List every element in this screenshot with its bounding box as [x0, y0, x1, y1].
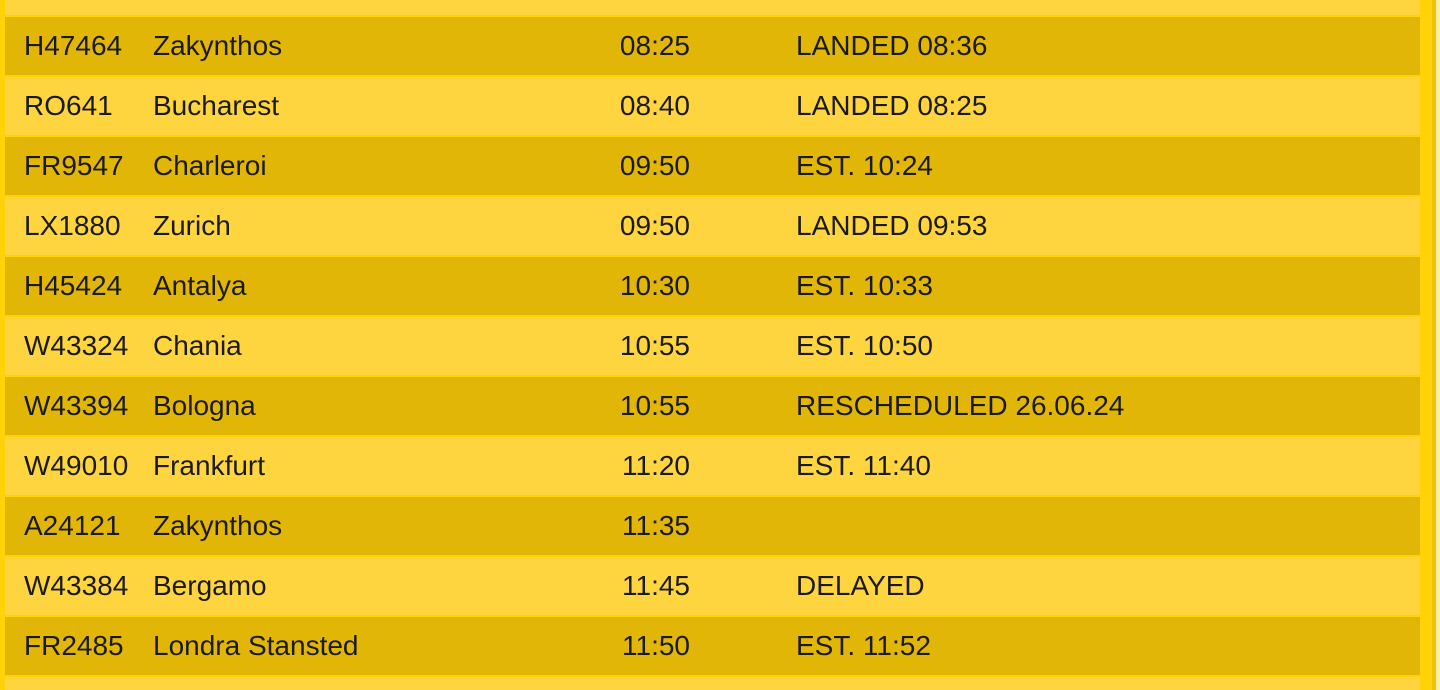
flight-status: EST. 11:52 — [796, 630, 931, 661]
window-edge-strip — [1436, 0, 1440, 690]
flight-row: W43324 Chania 10:55 EST. 10:50 — [5, 317, 1420, 375]
flight-row: FR9547 Charleroi 09:50 EST. 10:24 — [5, 137, 1420, 195]
flight-status: EST. 11:40 — [796, 450, 931, 481]
flight-row: W43394 Bologna 10:55 RESCHEDULED 26.06.2… — [5, 377, 1420, 435]
scheduled-time: 10:55 — [619, 390, 690, 421]
flight-number: FR2485 — [24, 630, 124, 661]
destination: Londra Stansted — [153, 630, 359, 661]
scheduled-time: 11:20 — [622, 450, 690, 481]
destination: Antalya — [153, 270, 247, 301]
flight-number: W43324 — [24, 330, 129, 361]
flight-status: DELAYED — [796, 570, 925, 601]
destination: Zurich — [153, 210, 231, 241]
destination: Zakynthos — [153, 30, 283, 61]
flight-rows-list: H47464 Zakynthos 08:25 LANDED 08:36 RO64… — [5, 17, 1420, 675]
scheduled-time: 11:35 — [622, 510, 690, 541]
flight-status: EST. 10:24 — [796, 150, 933, 181]
flight-row: A24121 Zakynthos 11:35 — [5, 497, 1420, 555]
destination: Bucharest — [153, 90, 280, 121]
destination: Frankfurt — [153, 450, 266, 481]
flight-number: FR9547 — [24, 150, 124, 181]
window-edge-line — [1432, 0, 1436, 690]
flight-status: RESCHEDULED 26.06.24 — [796, 390, 1125, 421]
flight-row: W43384 Bergamo 11:45 DELAYED — [5, 557, 1420, 615]
scheduled-time: 09:50 — [619, 150, 690, 181]
flight-row: H45424 Antalya 10:30 EST. 10:33 — [5, 257, 1420, 315]
flight-number: A24121 — [24, 510, 121, 541]
destination: Bergamo — [153, 570, 267, 601]
destination: Chania — [153, 330, 242, 361]
flight-row: LX1880 Zurich 09:50 LANDED 09:53 — [5, 197, 1420, 255]
flight-status: EST. 10:33 — [796, 270, 933, 301]
flight-row: H47464 Zakynthos 08:25 LANDED 08:36 — [5, 17, 1420, 75]
destination: Charleroi — [153, 150, 267, 181]
scheduled-time: 10:30 — [619, 270, 690, 301]
flight-number: W43384 — [24, 570, 129, 601]
flight-number: RO641 — [24, 90, 113, 121]
destination: Zakynthos — [153, 510, 283, 541]
flight-status: LANDED 09:53 — [796, 210, 988, 241]
destination: Bologna — [153, 390, 256, 421]
partial-row-bottom — [5, 677, 1420, 690]
partial-row-top — [5, 0, 1420, 15]
scheduled-time: 11:50 — [622, 630, 690, 661]
flight-number: H47464 — [24, 30, 123, 61]
flight-row: RO641 Bucharest 08:40 LANDED 08:25 — [5, 77, 1420, 135]
scheduled-time: 08:25 — [619, 30, 690, 61]
flight-status: LANDED 08:36 — [796, 30, 988, 61]
flight-number: W43394 — [24, 390, 129, 421]
scheduled-time: 10:55 — [619, 330, 690, 361]
flight-number: LX1880 — [24, 210, 121, 241]
flight-status: LANDED 08:25 — [796, 90, 988, 121]
scheduled-time: 08:40 — [619, 90, 690, 121]
arrivals-board: H47464 Zakynthos 08:25 LANDED 08:36 RO64… — [5, 0, 1420, 690]
flight-status: EST. 10:50 — [796, 330, 933, 361]
flight-row: W49010 Frankfurt 11:20 EST. 11:40 — [5, 437, 1420, 495]
flight-row: FR2485 Londra Stansted 11:50 EST. 11:52 — [5, 617, 1420, 675]
scheduled-time: 11:45 — [622, 570, 690, 601]
flight-number: H45424 — [24, 270, 123, 301]
flight-number: W49010 — [24, 450, 129, 481]
scheduled-time: 09:50 — [619, 210, 690, 241]
